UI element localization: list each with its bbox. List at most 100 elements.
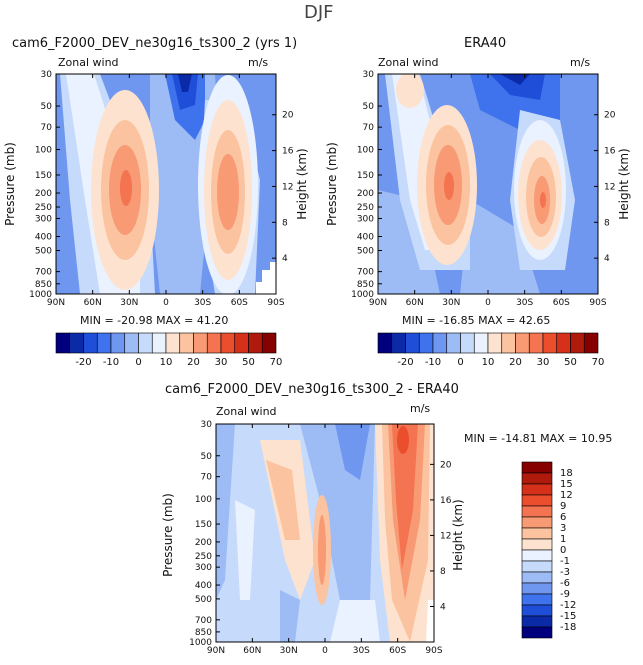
panel-3-variable-label: Zonal wind [216,405,277,418]
panel-2-y-tick-label: 400 [357,233,374,243]
panel-3-y-tick-label: 70 [201,473,213,483]
panel-2-height-tick-label: 4 [604,254,610,264]
panel-3-colorbar-label: 15 [560,479,573,490]
panel-2-colorbar-swatch [418,332,434,354]
panel-1-y-tick-label: 1000 [29,290,52,300]
panel-3-colorbar-swatch [521,549,553,562]
panel-1-height-tick-label: 8 [282,218,288,228]
panel-2-colorbar-swatch [528,332,544,354]
panel-2-colorbar-swatch [432,332,448,354]
panel-3-colorbar-swatch [521,472,553,485]
panel-1-height-tick-label: 12 [282,182,293,192]
panel-3-y-axis-title: Pressure (mb) [161,493,175,577]
panel-3-y-tick-label: 300 [195,563,212,573]
panel-2-colorbar-swatch [556,332,571,354]
panel-1-height-tick-label: 16 [282,147,294,157]
panel-1-colorbar-swatch [179,332,194,354]
panel-2-title: ERA40 [464,36,507,51]
panel-3-colorbar-label: 3 [560,523,566,534]
panel-2-colorbar-swatch [515,332,530,354]
panel-2-colorbar-swatch [405,332,420,354]
panel-2-y-tick-label: 250 [357,203,374,213]
panel-1-colorbar-label: 0 [135,357,141,368]
panel-2-height-tick-label: 8 [604,218,610,228]
panel-3-colorbar-label: -15 [560,611,576,622]
panel-2-colorbar-swatch [542,332,558,354]
panel-3-colorbar-swatch [521,582,553,595]
panel-2-y2-axis-title: Height (km) [617,148,631,219]
panel-1-colorbar-label: 30 [215,357,228,368]
panel-1-x-tick-label: 90S [267,298,284,308]
panel-1-y-tick-label: 400 [35,233,52,243]
panel-1-colorbar-swatch [83,332,98,354]
panel-2-y-tick-label: 850 [357,280,374,290]
panel-3-x-tick-label: 60S [389,646,406,656]
panel-2-colorbar-swatch [446,332,461,354]
panel-3-height-tick-label: 12 [440,531,451,541]
panel-3-height-tick-label: 8 [440,567,446,577]
panel-1-contour-field [56,74,276,294]
panel-3-colorbar-swatch [521,494,553,507]
panel-1-height-tick-label: 20 [282,111,294,121]
panel-1-colorbar-swatch [234,332,249,354]
panel-2-height-tick-label: 12 [604,182,615,192]
panel-3-colorbar-label: -12 [560,600,576,611]
panel-1-colorbar-label: 20 [187,357,200,368]
panel-2-y-tick-label: 500 [357,247,374,257]
panel-3-x-tick-label: 0 [322,646,328,656]
page-title: DJF [304,2,334,23]
panel-2-colorbar-label: -10 [425,357,441,368]
panel-2-colorbar-swatch [473,332,489,354]
panel-3-colorbar-swatch [521,483,553,496]
panel-3-x-tick-label: 90S [425,646,442,656]
panel-3-colorbar-label: 18 [560,468,573,479]
panel-3-colorbar-swatch [521,461,553,474]
panel-2-y-tick-label: 50 [363,102,375,112]
panel-1-y-tick-label: 200 [35,189,52,199]
panel-1-colorbar-swatch [151,332,167,354]
panel-2-x-tick-label: 0 [485,298,491,308]
panel-2-colorbar-swatch [377,332,393,354]
panel-3-colorbar-swatch [521,593,553,606]
panel-1-colorbar-swatch [206,332,222,354]
panel-3-height-tick-label: 16 [440,496,452,506]
panel-3-colorbar-label: 6 [560,512,566,523]
panel-3-colorbar-label: 0 [560,545,566,556]
panel-3-colorbar-label: -1 [560,556,570,567]
panel-2-y-tick-label: 1000 [351,290,374,300]
panel-3-colorbar-label: -3 [560,567,570,578]
panel-3-colorbar-swatch [521,516,553,529]
panel-1-colorbar-swatch [138,332,153,354]
panel-1-variable-label: Zonal wind [58,56,119,69]
panel-3-y-tick-label: 200 [195,538,212,548]
panel-2-colorbar-label: 70 [592,357,605,368]
panel-3-y-tick-label: 700 [195,616,212,626]
panel-1-colorbar-swatch [261,332,277,354]
panel-3-colorbar-label: -6 [560,578,570,589]
panel-1-y-tick-label: 70 [41,123,53,133]
panel-2-y-tick-label: 700 [357,268,374,278]
panel-1-colorbar-swatch [55,332,71,354]
panel-3-colorbar-swatch [521,538,553,551]
panel-3-y-tick-label: 30 [201,420,213,430]
panel-1-x-tick-label: 60N [84,298,102,308]
panel-2-y-axis-title: Pressure (mb) [325,142,339,226]
panel-1-colorbar-label: -10 [103,357,119,368]
panel-2-y-tick-label: 30 [363,70,375,80]
panel-1-colorbar-swatch [124,332,139,354]
panel-1-y-tick-label: 300 [35,214,52,224]
panel-1-colorbar-label: 70 [270,357,283,368]
panel-2-stats: MIN = -16.85 MAX = 42.65 [402,314,551,327]
panel-2-height-tick-label: 16 [604,147,616,157]
panel-3-y-tick-label: 850 [195,628,212,638]
panel-2-colorbar-label: 30 [537,357,550,368]
panel-1-x-tick-label: 30N [120,298,138,308]
panel-1-y-tick-label: 250 [35,203,52,213]
panel-2-contour-field [378,74,598,294]
panel-1-height-tick-label: 4 [282,254,288,264]
panel-1-y-tick-label: 850 [35,280,52,290]
panel-3-title: cam6_F2000_DEV_ne30g16_ts300_2 - ERA40 [165,382,459,397]
panel-2-colorbar-swatch [391,332,406,354]
panel-3-height-tick-label: 20 [440,460,452,470]
